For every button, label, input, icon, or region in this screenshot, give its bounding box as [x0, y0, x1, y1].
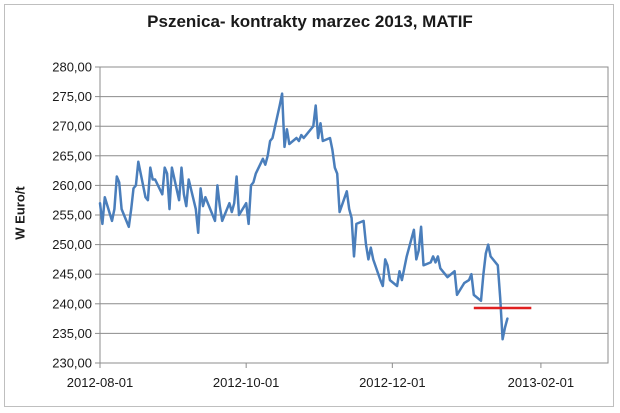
y-tick-label: 280,00 — [52, 60, 92, 75]
x-tick-labels: 2012-08-01 2012-10-01 2012-12-01 2013-02-01 — [67, 363, 574, 390]
y-tick-label: 235,00 — [52, 326, 92, 341]
x-tick-label: 2012-12-01 — [359, 375, 426, 390]
x-tick-label: 2012-10-01 — [213, 375, 280, 390]
y-tick-label: 240,00 — [52, 296, 92, 311]
y-tick-label: 265,00 — [52, 148, 92, 163]
chart-title: Pszenica- kontrakty marzec 2013, MATIF — [147, 12, 473, 31]
y-tick-label: 255,00 — [52, 208, 92, 223]
y-tick-label: 275,00 — [52, 89, 92, 104]
y-tick-label: 230,00 — [52, 356, 92, 371]
y-tick-label: 260,00 — [52, 178, 92, 193]
x-tick-label: 2013-02-01 — [508, 375, 575, 390]
price-line — [98, 92, 509, 341]
y-tick-label: 270,00 — [52, 119, 92, 134]
y-tick-labels: 230,00 235,00 240,00 245,00 250,00 255,00 260,… — [52, 60, 100, 371]
x-tick-label: 2012-08-01 — [67, 375, 134, 390]
y-tick-label: 245,00 — [52, 267, 92, 282]
y-tick-label: 250,00 — [52, 237, 92, 252]
